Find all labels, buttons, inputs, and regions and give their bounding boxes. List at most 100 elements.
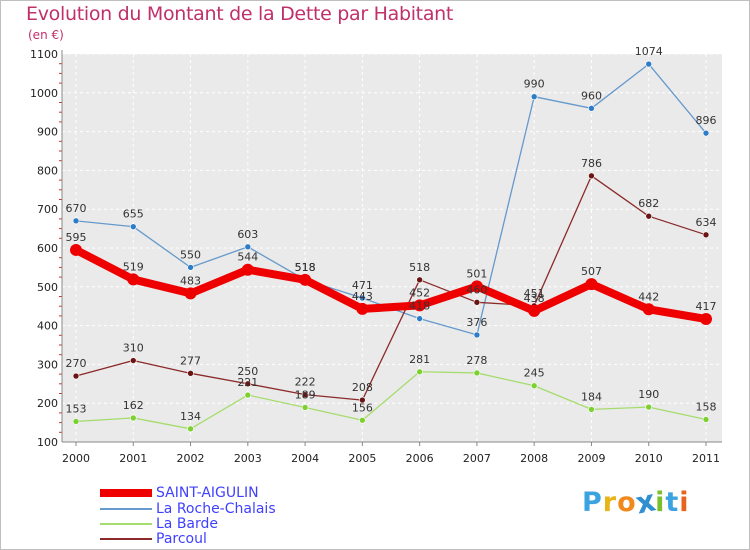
- x-tick-label: 2000: [62, 452, 90, 465]
- series-line-saint-aigulin: [72, 245, 710, 324]
- data-label: 443: [352, 290, 373, 303]
- data-label: 281: [409, 353, 430, 366]
- brand-letter: o: [617, 487, 637, 518]
- data-label: 655: [123, 208, 144, 221]
- data-label: 278: [466, 354, 487, 367]
- data-label: 595: [66, 231, 87, 244]
- legend-label: La Barde: [156, 516, 219, 532]
- data-label: 518: [409, 261, 430, 274]
- data-label: 896: [696, 114, 717, 127]
- data-point: [588, 172, 595, 180]
- y-tick-label: 1000: [30, 87, 58, 100]
- data-label: 250: [237, 365, 258, 378]
- data-label: 519: [123, 260, 144, 273]
- data-point: [588, 406, 595, 413]
- data-point: [416, 315, 423, 322]
- data-label: 190: [638, 388, 659, 401]
- data-label: 438: [524, 292, 545, 305]
- data-label: 670: [66, 202, 87, 215]
- brand-letter: r: [602, 487, 618, 518]
- data-point: [645, 60, 653, 68]
- data-label: 452: [409, 286, 430, 299]
- data-point: [702, 129, 710, 137]
- data-point: [187, 370, 194, 377]
- data-label: 245: [524, 367, 545, 380]
- x-tick-label: 2005: [348, 452, 376, 465]
- data-point: [359, 416, 366, 424]
- data-label: 682: [638, 197, 659, 210]
- y-tick-label: 600: [37, 242, 58, 255]
- data-point: [244, 391, 252, 399]
- y-tick-label: 800: [37, 164, 58, 177]
- data-label: 158: [696, 400, 717, 413]
- data-label: 221: [237, 376, 258, 389]
- data-label: 156: [352, 401, 373, 414]
- data-point: [127, 273, 140, 286]
- chart-title: Evolution du Montant de la Dette par Hab…: [26, 3, 454, 25]
- legend-swatch: [100, 489, 152, 497]
- data-label: 208: [352, 381, 373, 394]
- data-point: [642, 303, 655, 316]
- data-point: [72, 372, 80, 380]
- x-tick-label: 2003: [234, 452, 262, 465]
- data-point: [702, 231, 710, 239]
- legend-label: Parcoul: [156, 531, 207, 547]
- y-tick-label: 1100: [30, 48, 58, 61]
- data-label: 786: [581, 157, 602, 170]
- x-tick-label: 2008: [520, 452, 548, 465]
- x-tick-label: 2009: [577, 452, 605, 465]
- data-label: 460: [466, 283, 487, 296]
- data-point: [129, 357, 137, 364]
- y-tick-label: 100: [37, 436, 58, 449]
- data-point: [187, 264, 194, 271]
- data-point: [70, 243, 82, 256]
- x-tick-label: 2011: [692, 452, 720, 465]
- legend-swatch: [100, 523, 152, 525]
- data-label: 153: [66, 402, 87, 415]
- x-tick-label: 2010: [635, 452, 663, 465]
- data-point: [299, 273, 312, 286]
- data-label: 990: [524, 78, 545, 91]
- data-label: 518: [295, 261, 316, 274]
- data-label: 483: [180, 274, 201, 287]
- data-point: [244, 380, 252, 388]
- data-label: 518: [295, 261, 316, 274]
- data-label: 507: [581, 265, 602, 278]
- data-label: 960: [581, 89, 602, 102]
- series-line-la-barde: [75, 371, 707, 430]
- x-tick-label: 2004: [291, 452, 319, 465]
- y-tick-label: 900: [37, 126, 58, 139]
- data-label: 277: [180, 354, 201, 367]
- legend-swatch: [100, 538, 152, 540]
- data-point: [416, 368, 423, 376]
- chart-subtitle: (en €): [28, 28, 64, 42]
- data-label: 270: [66, 357, 87, 370]
- data-label: 310: [123, 342, 144, 355]
- data-point: [129, 223, 137, 230]
- data-point: [470, 280, 483, 293]
- x-tick-label: 2006: [406, 452, 434, 465]
- brand-logo: Proxiti: [582, 484, 690, 522]
- x-tick-label: 2007: [463, 452, 491, 465]
- data-label: 603: [237, 228, 258, 241]
- data-point: [184, 287, 197, 300]
- data-point: [356, 302, 369, 315]
- data-point: [530, 382, 538, 390]
- data-label: 471: [352, 279, 373, 292]
- y-tick-label: 700: [37, 203, 58, 216]
- data-label: 222: [295, 376, 316, 389]
- data-point: [473, 331, 481, 339]
- brand-letter: i: [655, 487, 666, 518]
- data-label: 442: [638, 290, 659, 303]
- data-point: [359, 294, 366, 302]
- brand-letter: i: [679, 487, 690, 518]
- data-point: [473, 299, 481, 306]
- data-point: [416, 276, 423, 284]
- data-point: [588, 105, 595, 112]
- data-point: [244, 243, 252, 251]
- data-point: [301, 404, 309, 411]
- data-point: [187, 425, 194, 433]
- data-point: [473, 369, 481, 377]
- data-point: [645, 403, 653, 411]
